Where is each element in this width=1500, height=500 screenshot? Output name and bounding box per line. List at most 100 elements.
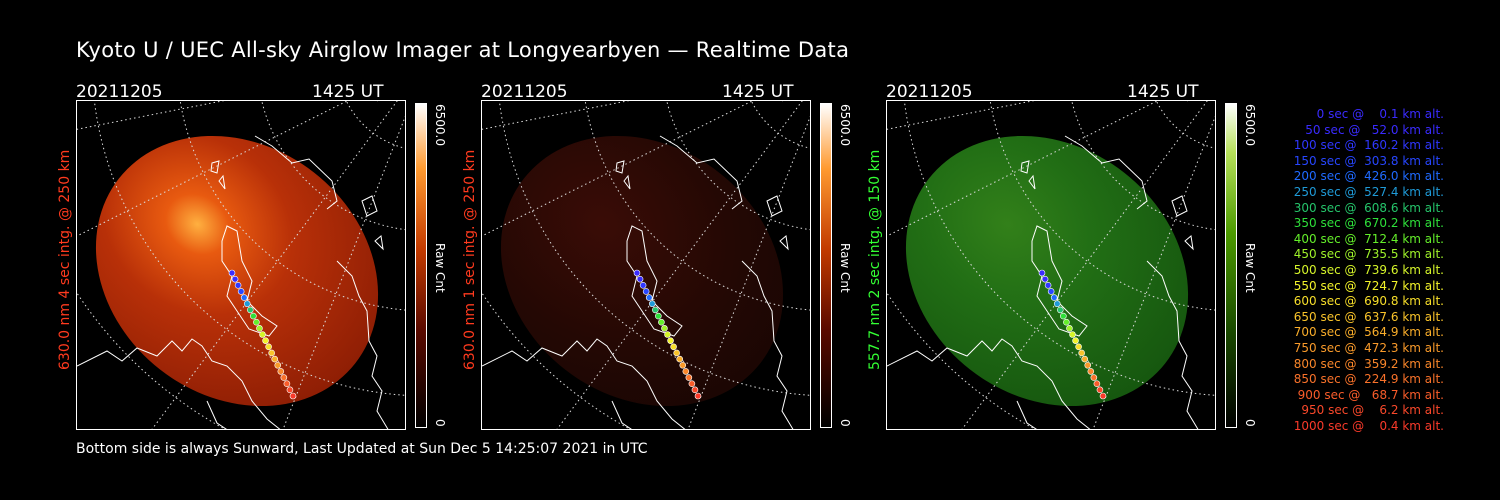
trajectory-point bbox=[1075, 343, 1082, 351]
trajectory-point bbox=[1072, 337, 1079, 344]
legend-row: 450 sec @ 735.5 km alt. bbox=[1289, 247, 1444, 262]
trajectory-point bbox=[286, 386, 294, 394]
trajectory-point bbox=[1044, 282, 1052, 289]
panel-2-date: 20211205 bbox=[481, 82, 568, 102]
legend-row: 100 sec @ 160.2 km alt. bbox=[1289, 138, 1444, 153]
trajectory-point bbox=[1078, 349, 1085, 357]
trajectory-point bbox=[228, 269, 236, 277]
trajectory-point bbox=[1084, 361, 1092, 369]
legend-row: 500 sec @ 739.6 km alt. bbox=[1289, 262, 1444, 277]
legend-row: 300 sec @ 608.6 km alt. bbox=[1289, 200, 1444, 215]
trajectory-point bbox=[1096, 386, 1104, 394]
trajectory-point bbox=[1038, 269, 1046, 277]
panel-2-scale-unit: Raw Cnt bbox=[838, 243, 852, 293]
panel-3-scale-max: 6500.0 bbox=[1243, 104, 1257, 146]
trajectory-point bbox=[1069, 331, 1076, 338]
trajectory-point bbox=[633, 269, 641, 277]
trajectory-point bbox=[694, 392, 702, 400]
trajectory-point bbox=[1093, 380, 1101, 388]
trajectory-point bbox=[1047, 288, 1055, 295]
trajectory-point bbox=[231, 275, 239, 283]
trajectory-point bbox=[670, 343, 677, 351]
trajectory-point bbox=[667, 337, 674, 344]
trajectory-point bbox=[652, 306, 659, 314]
panel-1-scale-max: 6500.0 bbox=[433, 104, 447, 146]
panel-3-scale-min: 0 bbox=[1243, 419, 1257, 427]
legend-row: 700 sec @ 564.9 km alt. bbox=[1289, 325, 1444, 340]
panel-3-scale-unit: Raw Cnt bbox=[1243, 243, 1257, 293]
trajectory-point bbox=[250, 312, 257, 320]
trajectory-point bbox=[1041, 275, 1049, 283]
trajectory-point bbox=[639, 282, 647, 289]
trajectory-point bbox=[247, 306, 254, 314]
trajectory-point bbox=[642, 288, 650, 295]
legend-row: 950 sec @ 6.2 km alt. bbox=[1297, 403, 1444, 418]
panel-1-time: 1425 UT bbox=[312, 82, 384, 102]
trajectory-point bbox=[636, 275, 644, 283]
trajectory-point bbox=[234, 282, 242, 289]
trajectory-point bbox=[1090, 374, 1098, 381]
trajectory-point bbox=[1066, 325, 1073, 332]
trajectory-point bbox=[691, 386, 699, 394]
legend-row: 350 sec @ 670.2 km alt. bbox=[1289, 216, 1444, 231]
panel-3-image bbox=[886, 100, 1216, 430]
trajectory-point bbox=[688, 380, 696, 388]
trajectory-point bbox=[1050, 294, 1058, 301]
panel-1-image bbox=[76, 100, 406, 430]
trajectory-point bbox=[645, 294, 653, 301]
trajectory-point bbox=[256, 325, 263, 332]
trajectory-point bbox=[237, 288, 245, 295]
panel-2-colorbar bbox=[820, 103, 832, 428]
trajectory-point bbox=[676, 355, 683, 363]
trajectory-point bbox=[655, 312, 662, 320]
panel-3-wavelength-label: 557.7 nm 2 sec intg. @ 150 km bbox=[867, 149, 883, 370]
trajectory-point bbox=[253, 318, 260, 326]
legend-row: 150 sec @ 303.8 km alt. bbox=[1289, 153, 1444, 168]
trajectory-point bbox=[271, 355, 278, 363]
panel-2-time: 1425 UT bbox=[722, 82, 794, 102]
legend-row: 800 sec @ 359.2 km alt. bbox=[1289, 356, 1444, 371]
trajectory-point bbox=[1081, 355, 1088, 363]
trajectory-point bbox=[283, 380, 291, 388]
trajectory-point bbox=[240, 294, 248, 301]
trajectory-point bbox=[1063, 318, 1070, 326]
trajectory-point bbox=[259, 331, 266, 338]
trajectory-point bbox=[1087, 368, 1095, 375]
trajectory-point bbox=[277, 368, 285, 375]
panel-2-scale-min: 0 bbox=[838, 419, 852, 427]
legend-row: 900 sec @ 68.7 km alt. bbox=[1293, 387, 1444, 402]
trajectory-point bbox=[661, 325, 668, 332]
trajectory-point bbox=[268, 349, 275, 357]
legend-row: 550 sec @ 724.7 km alt. bbox=[1289, 278, 1444, 293]
trajectory-point bbox=[685, 374, 693, 381]
page-title: Kyoto U / UEC All-sky Airglow Imager at … bbox=[76, 38, 850, 62]
trajectory-point bbox=[673, 349, 680, 357]
legend-row: 750 sec @ 472.3 km alt. bbox=[1289, 340, 1444, 355]
trajectory-point bbox=[1099, 392, 1107, 400]
trajectory-point bbox=[679, 361, 687, 369]
trajectory-point bbox=[1053, 300, 1061, 308]
trajectory-point bbox=[280, 374, 288, 381]
trajectory-point bbox=[289, 392, 297, 400]
trajectory-point bbox=[1060, 312, 1067, 320]
panel-2-image bbox=[481, 100, 811, 430]
trajectory-point bbox=[265, 343, 272, 351]
trajectory-legend: 0 sec @ 0.1 km alt. 50 sec @ 52.0 km alt… bbox=[1268, 107, 1444, 434]
panel-3-date: 20211205 bbox=[886, 82, 973, 102]
trajectory-point bbox=[262, 337, 269, 344]
panel-1-colorbar bbox=[415, 103, 427, 428]
trajectory-point bbox=[682, 368, 690, 375]
trajectory-point bbox=[1057, 306, 1064, 314]
panel-1-wavelength-label: 630.0 nm 4 sec intg. @ 250 km bbox=[57, 149, 73, 370]
legend-row: 650 sec @ 637.6 km alt. bbox=[1289, 309, 1444, 324]
legend-row: 400 sec @ 712.4 km alt. bbox=[1289, 231, 1444, 246]
trajectory-point bbox=[648, 300, 656, 308]
legend-row: 600 sec @ 690.8 km alt. bbox=[1289, 294, 1444, 309]
panel-2-scale-max: 6500.0 bbox=[838, 104, 852, 146]
trajectory-point bbox=[243, 300, 251, 308]
legend-row: 250 sec @ 527.4 km alt. bbox=[1289, 184, 1444, 199]
legend-row: 200 sec @ 426.0 km alt. bbox=[1289, 169, 1444, 184]
legend-row: 50 sec @ 52.0 km alt. bbox=[1297, 122, 1444, 137]
panel-2-wavelength-label: 630.0 nm 1 sec intg. @ 250 km bbox=[462, 149, 478, 370]
panel-1-date: 20211205 bbox=[76, 82, 163, 102]
